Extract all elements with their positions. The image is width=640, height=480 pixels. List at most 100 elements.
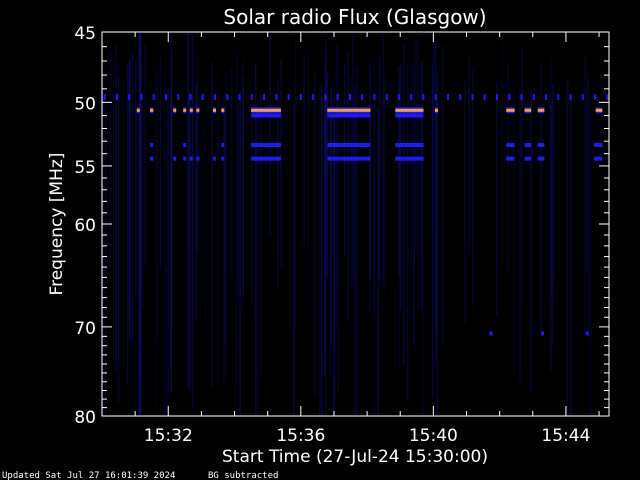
noise-column [373,95,376,417]
dashed-line-mark [140,94,143,100]
noise-column [236,50,238,385]
noise-column [410,61,412,271]
dashed-line-mark [594,94,597,100]
x-tick-label: 15:40 [409,426,458,446]
noise-column [400,63,402,311]
noise-column [468,56,470,255]
noise-column [112,55,115,367]
noise-column [321,83,323,416]
noise-column [383,75,385,292]
noise-column [406,62,409,401]
noise-column [211,62,213,386]
noise-column [103,69,105,350]
dashed-line-mark [447,94,449,100]
dashed-line-mark [459,94,462,100]
noise-column [513,79,515,375]
dashed-line-mark [496,94,498,100]
emission-band [221,156,225,161]
dashed-line-mark [324,94,327,100]
noise-column [324,61,326,357]
noise-column [203,72,206,325]
emission-band [251,108,281,112]
y-axis-label: Frequency [MHz] [47,153,67,296]
noise-column [589,93,592,417]
noise-column [441,44,444,344]
noise-column [417,38,419,309]
noise-column [155,66,157,405]
emission-band [524,143,532,147]
noise-column [434,37,436,326]
emission-band [213,108,216,112]
noise-column [293,102,295,417]
emission-band [395,143,424,147]
emission-band [173,108,177,112]
plot-area [103,32,592,417]
dashed-line-mark [385,94,388,100]
dashed-line-mark [189,94,192,100]
x-tick-label: 15:44 [541,426,590,446]
dashed-line-mark [128,94,131,100]
dashed-line-mark [312,94,315,100]
y-tick-label: 60 [74,216,96,236]
dashed-line-mark [508,94,511,100]
emission-band [183,143,187,147]
dashed-line-mark [299,94,302,100]
emission-band [251,156,281,161]
dashed-line-mark [557,94,560,100]
y-tick-label: 80 [74,408,96,428]
dashed-line-mark [263,94,265,100]
emission-band [150,108,154,112]
noise-column [157,70,159,343]
noise-column [195,82,198,320]
emission-band [524,156,532,161]
emission-band [136,108,140,112]
dashed-line-mark [545,94,547,100]
noise-column [519,89,521,383]
emission-band [395,108,424,112]
noise-column [432,32,435,229]
noise-column [217,75,219,385]
dashed-line-mark [226,94,229,100]
bright-noise-column [138,33,142,415]
emission-band [595,108,603,112]
emission-band [537,108,545,112]
noise-column [350,75,352,290]
noise-column [128,59,131,318]
noise-column [237,105,239,299]
noise-column [464,81,466,325]
noise-column [356,66,358,416]
noise-column [420,60,423,310]
noise-column [319,85,321,417]
dashed-line-mark [250,94,253,100]
emission-band [251,143,281,147]
noise-column [530,89,533,392]
emission-band [506,143,515,147]
noise-column [280,58,282,267]
emission-band [196,156,200,161]
noise-column [550,104,552,371]
noise-column [115,43,117,372]
dashed-line-mark [165,94,167,100]
y-tick-label: 55 [74,158,96,178]
emission-band [327,143,371,147]
emission-band [221,143,225,147]
noise-column [347,51,349,321]
chart-title: Solar radio Flux (Glasgow) [223,5,486,29]
noise-column [587,78,590,335]
x-tick-label: 15:36 [276,426,325,446]
dashed-line-mark [361,94,364,100]
emission-band [327,108,371,112]
dashed-line-mark [483,94,486,100]
noise-column [566,79,569,416]
noise-column [501,42,503,267]
emission-band [541,331,545,336]
noise-column [413,65,415,346]
emission-band [327,113,371,118]
noise-column [144,43,146,264]
noise-column [333,99,335,404]
emission-band [435,108,438,112]
emission-band [594,156,603,161]
dashed-line-mark [238,94,241,100]
noise-column [431,62,434,399]
noise-column [255,61,257,416]
